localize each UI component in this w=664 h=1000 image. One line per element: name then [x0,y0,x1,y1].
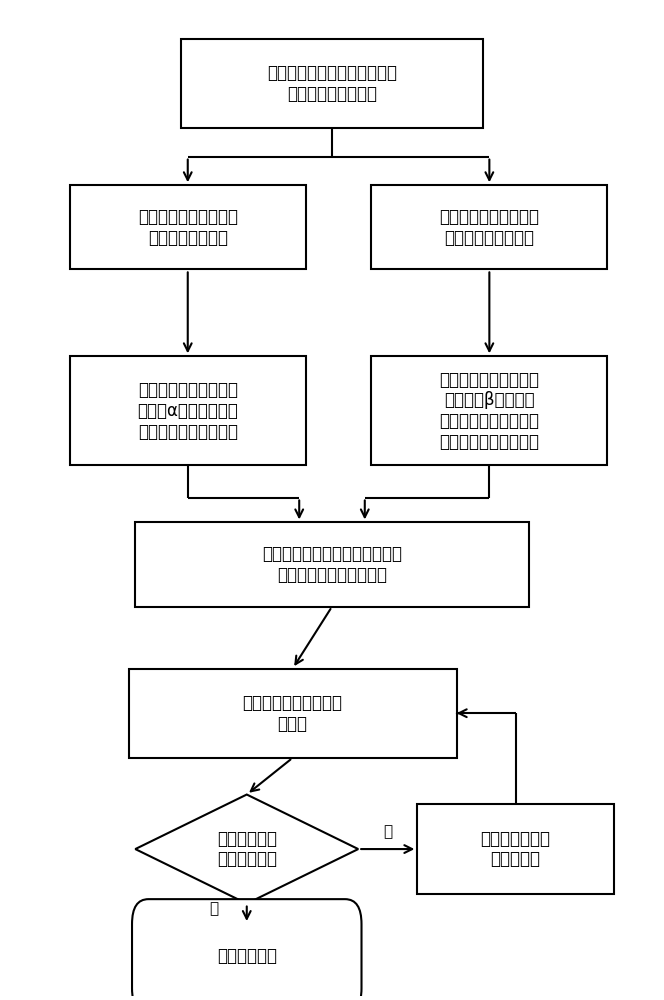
FancyBboxPatch shape [70,356,306,465]
FancyBboxPatch shape [371,356,608,465]
FancyBboxPatch shape [132,899,361,1000]
Text: 是否有子图未
完成信道分配: 是否有子图未 完成信道分配 [216,830,277,868]
Text: 概率干扰边中的元素若
大于等于β，则判断
两认知用户之间有干扰
边连接；否则，不相连: 概率干扰边中的元素若 大于等于β，则判断 两认知用户之间有干扰 边连接；否则，不… [440,371,539,451]
Text: 初始化：授权用户和认知用户
的状态、位置等信息: 初始化：授权用户和认知用户 的状态、位置等信息 [267,64,397,103]
Polygon shape [135,795,358,904]
FancyBboxPatch shape [70,185,306,269]
Text: 是: 是 [383,824,392,839]
Text: 否: 否 [209,901,218,916]
FancyBboxPatch shape [135,522,529,607]
FancyBboxPatch shape [181,39,483,128]
Text: 计算任意两个不同认知
用户间的概率干扰边: 计算任意两个不同认知 用户间的概率干扰边 [440,208,539,247]
Text: 选择未完成信道
分配的子图: 选择未完成信道 分配的子图 [481,830,550,868]
Text: 建立连通子图，每个认知用户带
有一个信道可用频谱列表: 建立连通子图，每个认知用户带 有一个信道可用频谱列表 [262,545,402,584]
Text: 进行每个连通子图的信
道分配: 进行每个连通子图的信 道分配 [242,694,343,733]
FancyBboxPatch shape [371,185,608,269]
FancyBboxPatch shape [417,804,614,894]
Text: 计算各认知用户的信道
可用性概率列表集: 计算各认知用户的信道 可用性概率列表集 [137,208,238,247]
Text: 列表集合中的元素若大
于等于α，则判断信道
可用；否则，不可用。: 列表集合中的元素若大 于等于α，则判断信道 可用；否则，不可用。 [137,381,238,441]
FancyBboxPatch shape [129,669,457,758]
Text: 信道分配完成: 信道分配完成 [216,947,277,965]
